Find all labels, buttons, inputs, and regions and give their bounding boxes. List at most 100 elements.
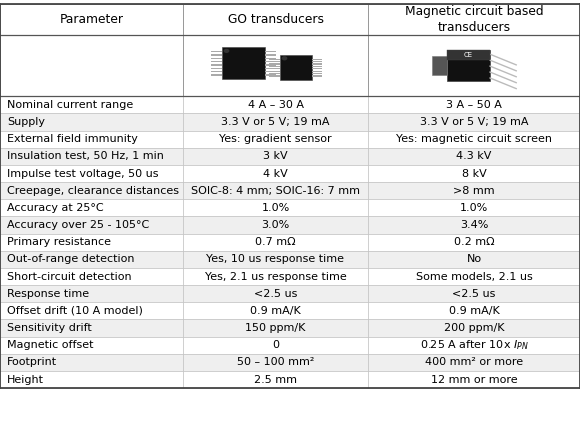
- Text: 2.5 mm: 2.5 mm: [254, 374, 297, 385]
- Bar: [265, 64, 276, 66]
- Bar: [0, 302, 183, 319]
- Bar: [183, 251, 368, 268]
- Text: Sensitivity drift: Sensitivity drift: [7, 323, 92, 333]
- Bar: [368, 199, 580, 216]
- Text: Some models, 2.1 us: Some models, 2.1 us: [416, 271, 532, 282]
- Text: Short-circuit detection: Short-circuit detection: [7, 271, 132, 282]
- Bar: [312, 61, 322, 62]
- Bar: [447, 50, 490, 60]
- Bar: [183, 337, 368, 354]
- Bar: [211, 54, 222, 56]
- Text: 1.0%: 1.0%: [262, 203, 289, 213]
- Bar: [0, 285, 183, 302]
- Text: 50 – 100 mm²: 50 – 100 mm²: [237, 357, 314, 368]
- Bar: [269, 68, 280, 70]
- Bar: [269, 71, 280, 72]
- Bar: [312, 73, 322, 74]
- Bar: [0, 371, 183, 388]
- Bar: [368, 337, 580, 354]
- Bar: [368, 4, 580, 35]
- Bar: [368, 319, 580, 337]
- Bar: [0, 216, 183, 234]
- Bar: [368, 182, 580, 199]
- Text: Creepage, clearance distances: Creepage, clearance distances: [7, 186, 179, 196]
- Bar: [211, 58, 222, 59]
- Text: 4 A – 30 A: 4 A – 30 A: [248, 100, 303, 110]
- Text: Response time: Response time: [7, 289, 89, 299]
- Text: Accuracy over 25 - 105°C: Accuracy over 25 - 105°C: [7, 220, 149, 230]
- Text: External field immunity: External field immunity: [7, 134, 138, 144]
- Bar: [183, 268, 368, 285]
- Text: Parameter: Parameter: [59, 13, 124, 26]
- Text: Nominal current range: Nominal current range: [7, 100, 133, 110]
- Bar: [432, 56, 447, 75]
- Bar: [0, 96, 183, 113]
- Bar: [312, 75, 322, 77]
- Bar: [0, 199, 183, 216]
- Bar: [447, 50, 490, 81]
- Bar: [183, 319, 368, 337]
- Bar: [269, 61, 280, 62]
- Bar: [183, 96, 368, 113]
- Bar: [183, 199, 368, 216]
- Text: Yes: gradient sensor: Yes: gradient sensor: [219, 134, 332, 144]
- Bar: [280, 55, 311, 81]
- Bar: [269, 75, 280, 77]
- Bar: [269, 59, 280, 60]
- Text: 4.3 kV: 4.3 kV: [456, 151, 492, 162]
- Bar: [368, 354, 580, 371]
- Text: <2.5 us: <2.5 us: [452, 289, 496, 299]
- Bar: [368, 131, 580, 148]
- Text: Supply: Supply: [7, 117, 45, 127]
- Bar: [312, 63, 322, 64]
- Bar: [368, 251, 580, 268]
- Text: Primary resistance: Primary resistance: [7, 237, 111, 247]
- Bar: [0, 234, 183, 251]
- Bar: [265, 54, 276, 56]
- Text: 3.0%: 3.0%: [262, 220, 289, 230]
- Text: 0.7 mΩ: 0.7 mΩ: [255, 237, 296, 247]
- Bar: [0, 148, 183, 165]
- Bar: [211, 68, 222, 69]
- Text: 0.9 mA/K: 0.9 mA/K: [250, 306, 301, 316]
- Text: No: No: [466, 254, 482, 265]
- Bar: [0, 251, 183, 268]
- Bar: [368, 96, 580, 113]
- Bar: [368, 268, 580, 285]
- Bar: [0, 182, 183, 199]
- Bar: [211, 61, 222, 62]
- Bar: [265, 61, 276, 62]
- Bar: [265, 58, 276, 59]
- Bar: [183, 165, 368, 182]
- Text: 4 kV: 4 kV: [263, 168, 288, 179]
- Text: CE: CE: [464, 52, 473, 58]
- Bar: [269, 66, 280, 67]
- Text: 0.25 A after 10x $\mathit{I}_{PN}$: 0.25 A after 10x $\mathit{I}_{PN}$: [420, 338, 528, 352]
- Bar: [211, 71, 222, 73]
- Text: 3.4%: 3.4%: [460, 220, 488, 230]
- Bar: [183, 148, 368, 165]
- Bar: [312, 68, 322, 70]
- Text: 1.0%: 1.0%: [460, 203, 488, 213]
- Text: 400 mm² or more: 400 mm² or more: [425, 357, 523, 368]
- Bar: [183, 114, 368, 131]
- Text: 3.3 V or 5 V; 19 mA: 3.3 V or 5 V; 19 mA: [420, 117, 528, 127]
- Bar: [183, 302, 368, 319]
- Bar: [183, 4, 368, 35]
- Text: 0.9 mA/K: 0.9 mA/K: [449, 306, 499, 316]
- Text: Height: Height: [7, 374, 44, 385]
- Bar: [183, 354, 368, 371]
- Bar: [265, 71, 276, 73]
- Text: >8 mm: >8 mm: [454, 186, 495, 196]
- Text: 8 kV: 8 kV: [462, 168, 487, 179]
- Text: 12 mm or more: 12 mm or more: [431, 374, 517, 385]
- Bar: [368, 234, 580, 251]
- Circle shape: [224, 49, 230, 53]
- Bar: [265, 51, 276, 52]
- Bar: [265, 68, 276, 69]
- Text: Yes: magnetic circuit screen: Yes: magnetic circuit screen: [396, 134, 552, 144]
- Bar: [368, 216, 580, 234]
- Text: 3 A – 50 A: 3 A – 50 A: [446, 100, 502, 110]
- Text: Insulation test, 50 Hz, 1 min: Insulation test, 50 Hz, 1 min: [7, 151, 164, 162]
- Bar: [0, 268, 183, 285]
